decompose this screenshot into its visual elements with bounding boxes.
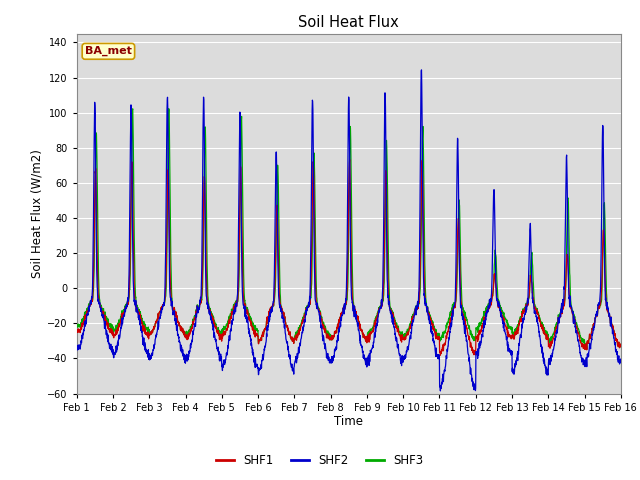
Text: BA_met: BA_met — [85, 46, 132, 57]
X-axis label: Time: Time — [334, 415, 364, 429]
Title: Soil Heat Flux: Soil Heat Flux — [298, 15, 399, 30]
Y-axis label: Soil Heat Flux (W/m2): Soil Heat Flux (W/m2) — [30, 149, 43, 278]
Legend: SHF1, SHF2, SHF3: SHF1, SHF2, SHF3 — [212, 449, 428, 472]
